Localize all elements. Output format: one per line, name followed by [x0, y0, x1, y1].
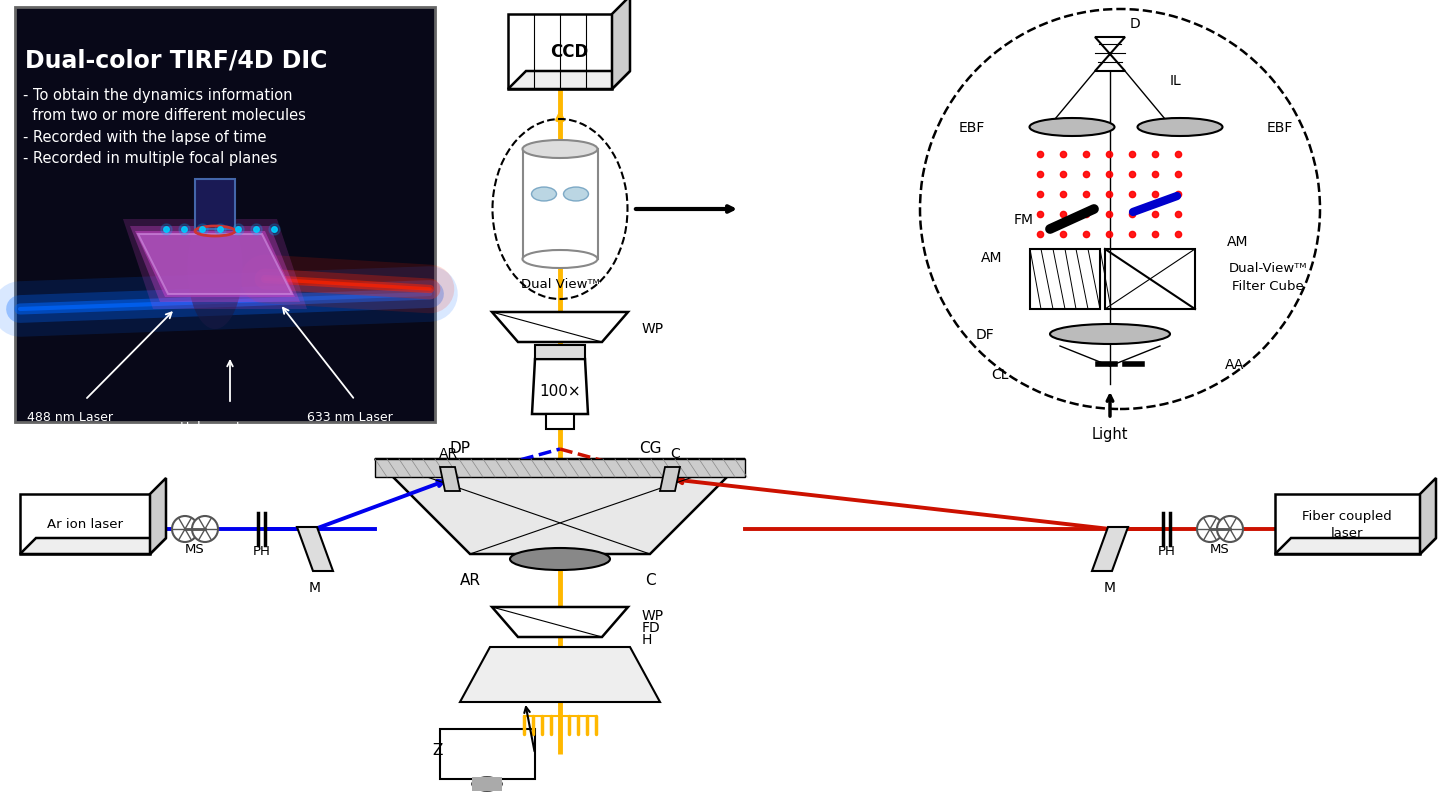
Text: IL: IL [1169, 74, 1182, 88]
Polygon shape [136, 232, 296, 298]
Text: from two or more different molecules: from two or more different molecules [23, 107, 306, 123]
Ellipse shape [1138, 119, 1223, 137]
Text: CL: CL [991, 367, 1009, 382]
Bar [440, 729, 535, 779]
Polygon shape [440, 468, 460, 492]
Text: - To obtain the dynamics information: - To obtain the dynamics information [23, 88, 293, 103]
Polygon shape [1092, 528, 1128, 571]
Text: Halogen Lamp: Halogen Lamp [180, 420, 270, 433]
Text: 100×: 100× [539, 384, 581, 399]
Ellipse shape [564, 188, 588, 202]
Text: AM: AM [981, 251, 1002, 265]
Ellipse shape [187, 210, 242, 330]
Circle shape [1217, 516, 1243, 542]
Text: Z: Z [433, 742, 443, 757]
Polygon shape [123, 220, 307, 310]
Text: AR: AR [460, 573, 480, 587]
Text: FM: FM [1014, 213, 1034, 227]
Text: FD: FD [642, 620, 660, 634]
Bar [547, 415, 574, 429]
Text: MS: MS [1210, 543, 1230, 556]
Polygon shape [297, 528, 333, 571]
Text: AA: AA [1226, 358, 1244, 371]
Polygon shape [375, 460, 746, 554]
Text: CG: CG [639, 440, 662, 456]
Text: Dual-Viewᵀᴹ: Dual-Viewᵀᴹ [1229, 261, 1308, 274]
Text: H: H [642, 632, 652, 646]
Text: WP: WP [642, 608, 665, 622]
Polygon shape [130, 227, 300, 302]
Circle shape [192, 516, 218, 542]
Polygon shape [1420, 479, 1436, 554]
Text: AR: AR [438, 447, 457, 460]
Text: Filter Cube: Filter Cube [1231, 279, 1304, 292]
Ellipse shape [1050, 325, 1169, 345]
Bar [508, 15, 611, 90]
Text: PH: PH [252, 545, 271, 558]
Bar [195, 180, 235, 229]
Text: EBF: EBF [1268, 121, 1293, 135]
Polygon shape [611, 0, 630, 90]
Text: 633 nm Laser: 633 nm Laser [307, 411, 392, 423]
Circle shape [1197, 516, 1223, 542]
Polygon shape [138, 235, 291, 294]
Circle shape [920, 10, 1319, 410]
Ellipse shape [522, 141, 597, 159]
Text: Fiber coupled
laser: Fiber coupled laser [1302, 509, 1392, 539]
Text: Light: Light [1092, 427, 1128, 442]
Bar [14, 8, 435, 423]
Bar [375, 460, 746, 477]
Polygon shape [20, 538, 166, 554]
Polygon shape [492, 313, 629, 342]
Bar [20, 494, 150, 554]
Polygon shape [150, 479, 166, 554]
Polygon shape [1094, 38, 1125, 72]
Text: MS: MS [185, 543, 205, 556]
Polygon shape [532, 359, 588, 415]
Text: AM: AM [1227, 235, 1249, 249]
Ellipse shape [1030, 119, 1115, 137]
Bar [523, 150, 598, 260]
Text: C: C [645, 573, 655, 587]
Text: - Recorded in multiple focal planes: - Recorded in multiple focal planes [23, 151, 277, 166]
Text: DP: DP [450, 440, 470, 456]
Ellipse shape [532, 188, 557, 202]
Polygon shape [460, 647, 660, 702]
Text: WP: WP [642, 322, 665, 335]
Polygon shape [492, 607, 629, 638]
Circle shape [172, 516, 198, 542]
Ellipse shape [510, 549, 610, 570]
Text: M: M [1105, 581, 1116, 594]
Polygon shape [508, 72, 630, 90]
Text: Ar ion laser: Ar ion laser [48, 518, 123, 531]
Text: EBF: EBF [959, 121, 985, 135]
Ellipse shape [472, 777, 502, 791]
Text: C: C [671, 447, 679, 460]
Text: CCD: CCD [549, 43, 588, 61]
Text: 488 nm Laser: 488 nm Laser [27, 411, 112, 423]
Text: PH: PH [1158, 545, 1175, 558]
Text: Dual Viewᵀᴹ: Dual Viewᵀᴹ [521, 278, 600, 291]
Bar [1275, 494, 1420, 554]
Bar [472, 777, 502, 791]
Text: - Recorded with the lapse of time: - Recorded with the lapse of time [23, 130, 267, 145]
Bar [535, 346, 585, 359]
Text: Dual-color TIRF/4D DIC: Dual-color TIRF/4D DIC [25, 48, 327, 72]
Text: M: M [309, 581, 322, 594]
Text: DF: DF [976, 327, 995, 342]
Text: D: D [1129, 17, 1141, 31]
Polygon shape [660, 468, 681, 492]
Polygon shape [1275, 538, 1436, 554]
Ellipse shape [522, 251, 597, 269]
